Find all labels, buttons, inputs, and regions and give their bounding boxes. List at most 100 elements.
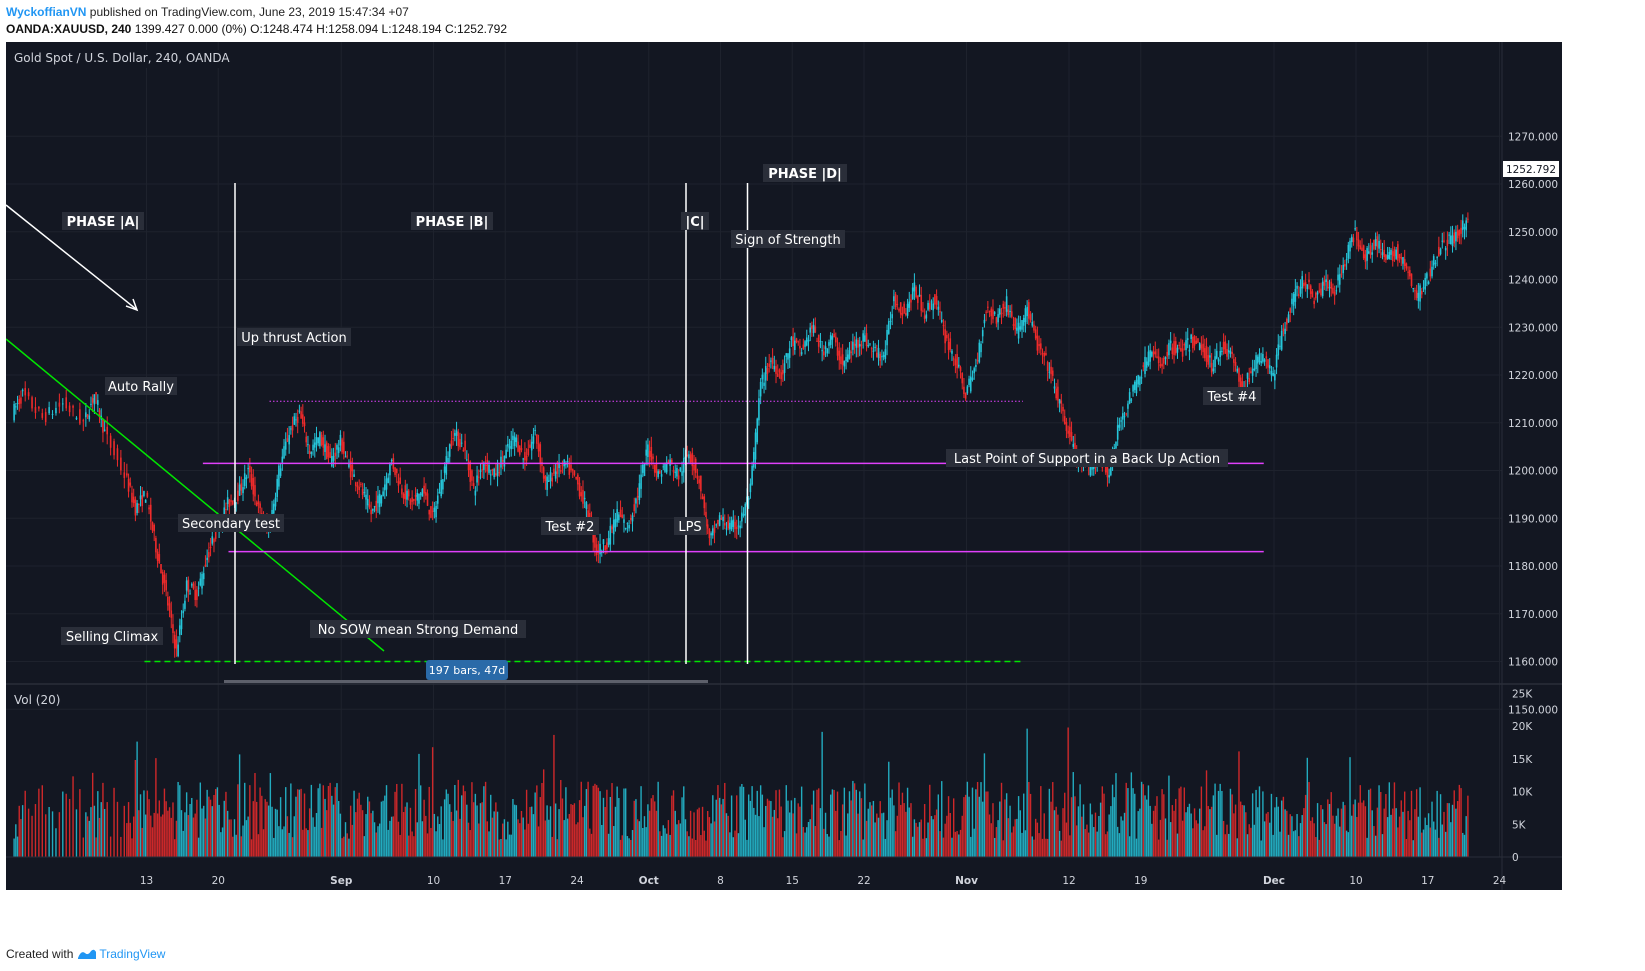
candle-body xyxy=(281,456,284,463)
candle-body xyxy=(848,350,851,359)
volume-bar xyxy=(450,811,453,857)
candle-body xyxy=(325,442,328,460)
volume-bar xyxy=(455,810,458,857)
candle-body xyxy=(981,330,984,337)
author-link[interactable]: WyckoffianVN xyxy=(6,5,87,19)
volume-bar xyxy=(1135,838,1138,857)
downtrend-arrow[interactable] xyxy=(6,204,137,310)
time-tick-label: 8 xyxy=(717,875,724,887)
volume-bar xyxy=(483,786,485,857)
candle-body xyxy=(544,476,547,482)
volume-bar xyxy=(279,797,282,857)
candle-body xyxy=(98,410,101,418)
candle-body xyxy=(1337,274,1339,281)
volume-bar xyxy=(802,826,805,857)
phase-dividers[interactable] xyxy=(234,183,749,664)
candle-body xyxy=(312,444,314,450)
candle-body xyxy=(527,449,530,455)
candle-body xyxy=(1436,257,1438,259)
trading-chart[interactable]: Gold Spot / U.S. Dollar, 240, OANDA Vol … xyxy=(6,42,1562,890)
candle-body xyxy=(910,299,912,303)
volume-bar xyxy=(1134,793,1136,857)
volume-bar xyxy=(633,800,635,857)
candle-body xyxy=(1074,442,1076,450)
volume-bar xyxy=(582,817,584,857)
candle-body xyxy=(887,321,890,334)
volume-bar xyxy=(577,822,579,857)
volume-bar xyxy=(778,789,781,857)
candle-body xyxy=(202,573,205,580)
volume-bar xyxy=(1127,788,1129,857)
candle-body xyxy=(1398,254,1401,258)
volume-bar xyxy=(1257,807,1259,857)
price-tick-label: 1230.000 xyxy=(1508,322,1558,334)
candle-body xyxy=(1062,406,1064,412)
volume-bar xyxy=(1091,814,1093,857)
candle-body xyxy=(1034,329,1037,339)
volume-bar xyxy=(467,822,470,857)
selling-climax-label: Selling Climax xyxy=(66,630,159,645)
volume-bar xyxy=(766,798,769,857)
volume-bar xyxy=(1079,784,1081,857)
tradingview-link[interactable]: TradingView xyxy=(99,947,166,961)
volume-bar xyxy=(387,829,389,857)
candle-body xyxy=(713,527,716,533)
candle-body xyxy=(1152,351,1155,355)
volume-bar xyxy=(414,789,417,857)
volume-bar xyxy=(274,808,277,857)
volume-bar xyxy=(609,796,612,857)
candle-body xyxy=(249,465,251,473)
price-axis[interactable]: 1150.0001160.0001170.0001180.0001190.000… xyxy=(1508,131,1558,716)
phase-d-bg xyxy=(763,164,847,182)
volume-bar xyxy=(102,782,104,857)
candle-body xyxy=(1209,355,1211,358)
volume-bar xyxy=(696,809,699,857)
candle-body xyxy=(1270,370,1273,376)
volume-bar xyxy=(419,785,422,857)
volume-bar xyxy=(447,793,449,857)
time-axis[interactable]: 13 20 Sep 10 17 24 Oct 8 15 22 Nov 12 19 Dec 10 17 24 xyxy=(140,875,1507,887)
volume-bar xyxy=(592,785,594,857)
volume-bar xyxy=(1275,797,1278,857)
candle-body xyxy=(537,443,540,452)
candle-body xyxy=(430,506,432,518)
candle-body xyxy=(1173,341,1175,356)
candle-body xyxy=(1275,354,1278,368)
candle-body xyxy=(785,353,788,357)
candle-body xyxy=(460,442,463,444)
volume-bar xyxy=(850,800,852,857)
candle-body xyxy=(204,564,207,567)
candle-body xyxy=(969,376,972,392)
candle-body xyxy=(836,347,839,356)
volume-bar xyxy=(182,830,184,857)
candle-body xyxy=(903,303,905,314)
candle-body xyxy=(116,448,119,461)
candle-body xyxy=(1180,348,1182,351)
volume-bar xyxy=(869,802,871,857)
measure-range-bar[interactable] xyxy=(224,680,708,683)
candle-body xyxy=(1028,302,1030,319)
candle-body xyxy=(447,457,449,464)
volume-bar xyxy=(1024,830,1027,857)
candle-body xyxy=(559,470,562,472)
volume-bar xyxy=(276,809,278,857)
volume-bar xyxy=(505,839,507,857)
volume-bar xyxy=(614,806,617,857)
candle-body xyxy=(1368,251,1370,254)
green-trendline[interactable] xyxy=(6,338,385,652)
candle-body xyxy=(906,303,909,316)
candle-body xyxy=(1340,273,1343,275)
candle-body xyxy=(1157,356,1160,364)
candle-body xyxy=(1212,368,1215,372)
volume-bar xyxy=(308,808,311,857)
volume-bar xyxy=(531,806,533,857)
volume-bar xyxy=(1045,838,1047,857)
volume-bar xyxy=(1438,837,1440,857)
candle-body xyxy=(240,483,243,491)
volume-bar xyxy=(1048,788,1051,857)
candle-body xyxy=(61,403,64,405)
candle-body xyxy=(208,552,210,558)
volume-bar xyxy=(1260,840,1262,857)
volume-bar xyxy=(326,810,328,857)
